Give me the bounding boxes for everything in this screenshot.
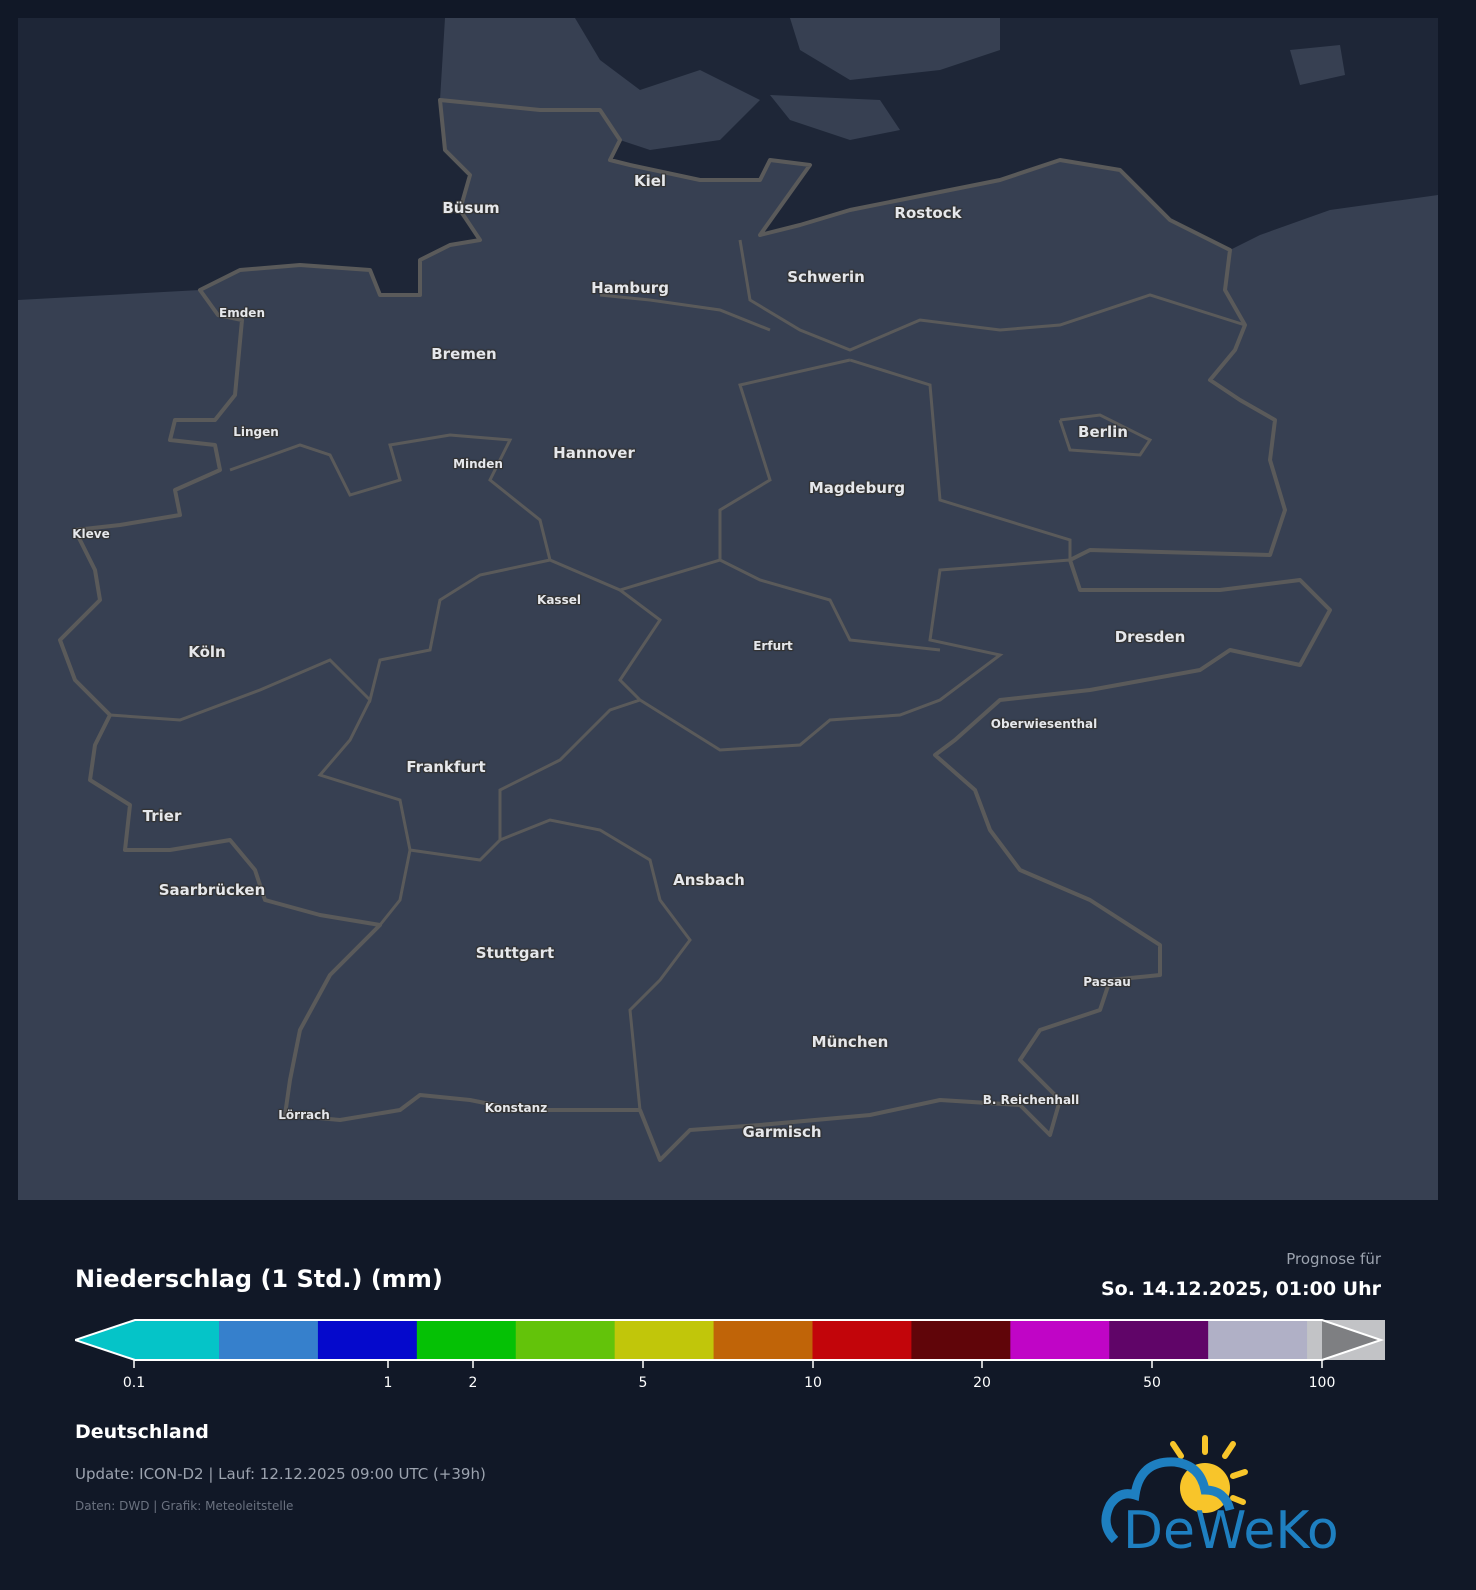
city-label: Kassel [537, 593, 581, 607]
city-label: Köln [188, 643, 226, 661]
city-label: Garmisch [742, 1123, 822, 1141]
source-info: Daten: DWD | Grafik: Meteoleitstelle [75, 1499, 294, 1513]
city-label: Erfurt [753, 639, 793, 653]
germany-border [58, 98, 1332, 1162]
city-label: Ansbach [673, 871, 745, 889]
city-label: Bremen [431, 345, 497, 363]
color-bar-segment [416, 1320, 517, 1360]
region-label: Deutschland [75, 1421, 209, 1443]
city-label: Kleve [72, 527, 110, 541]
color-bar-segment [1109, 1320, 1210, 1360]
city-label: Dresden [1114, 628, 1186, 646]
tick-label: 10 [804, 1375, 822, 1391]
legend-title: Niederschlag (1 Std.) (mm) [75, 1265, 443, 1293]
color-bar-segment [1010, 1320, 1111, 1360]
city-label: Stuttgart [475, 944, 555, 962]
color-bar-segment [75, 1320, 135, 1360]
city-label: Passau [1083, 975, 1131, 989]
city-label: Magdeburg [808, 479, 906, 497]
city-label: Lörrach [278, 1108, 330, 1122]
tick-label: 1 [383, 1375, 393, 1391]
island-land [790, 18, 1000, 80]
tick-label: 0.1 [122, 1375, 146, 1391]
city-label: Kiel [633, 172, 667, 190]
color-bar-segment [219, 1320, 319, 1360]
forecast-time: So. 14.12.2025, 01:00 Uhr [1100, 1278, 1381, 1300]
city-label: Büsum [442, 199, 500, 217]
color-bar-segment [812, 1320, 913, 1360]
logo-text: DeWeKo [1123, 1501, 1339, 1560]
city-label: B. Reichenhall [982, 1093, 1080, 1107]
tick-label: 100 [1308, 1375, 1336, 1391]
color-bar-segment [713, 1320, 814, 1360]
color-bar-segment [911, 1320, 1012, 1360]
city-label: Saarbrücken [158, 881, 266, 899]
island-land [1290, 45, 1345, 85]
city-label: Oberwiesenthal [990, 717, 1098, 731]
map-shapes [18, 18, 1438, 1162]
city-label: Lingen [233, 425, 279, 439]
state-borders [109, 239, 1246, 1111]
city-label: Hamburg [591, 279, 669, 297]
city-label: Emden [219, 306, 265, 320]
tick-label: 5 [638, 1375, 648, 1391]
color-bar-segment [1322, 1320, 1381, 1360]
tick-label: 20 [973, 1375, 991, 1391]
deweko-logo: DeWeKo [1101, 1435, 1339, 1560]
precipitation-map[interactable]: Kiel Büsum Rostock Hamburg Schwerin Emden Brem… [18, 18, 1438, 1200]
city-label: Konstanz [484, 1101, 548, 1115]
city-label: Berlin [1078, 423, 1128, 441]
sea [18, 18, 1438, 300]
color-bar-segment [317, 1320, 418, 1360]
forecast-label: Prognose für [1286, 1250, 1381, 1268]
color-bar-segment [515, 1320, 616, 1360]
tick-label: 2 [468, 1375, 478, 1391]
city-label: Minden [453, 457, 503, 471]
update-info: Update: ICON-D2 | Lauf: 12.12.2025 09:00… [75, 1465, 486, 1483]
island-land [770, 95, 900, 140]
color-bar-segment [1208, 1320, 1309, 1360]
color-bar [75, 1319, 1385, 1368]
city-label: Hannover [553, 444, 635, 462]
city-label: Schwerin [787, 268, 865, 286]
color-bar-segment [614, 1320, 715, 1360]
city-label: Rostock [894, 204, 962, 222]
color-bar-outline [75, 1319, 1385, 1361]
tick-label: 50 [1143, 1375, 1161, 1391]
denmark-land [440, 18, 760, 150]
city-label: Frankfurt [406, 758, 486, 776]
color-bar-segment [134, 1320, 220, 1360]
city-label: Trier [142, 807, 182, 825]
city-label: München [811, 1033, 889, 1051]
